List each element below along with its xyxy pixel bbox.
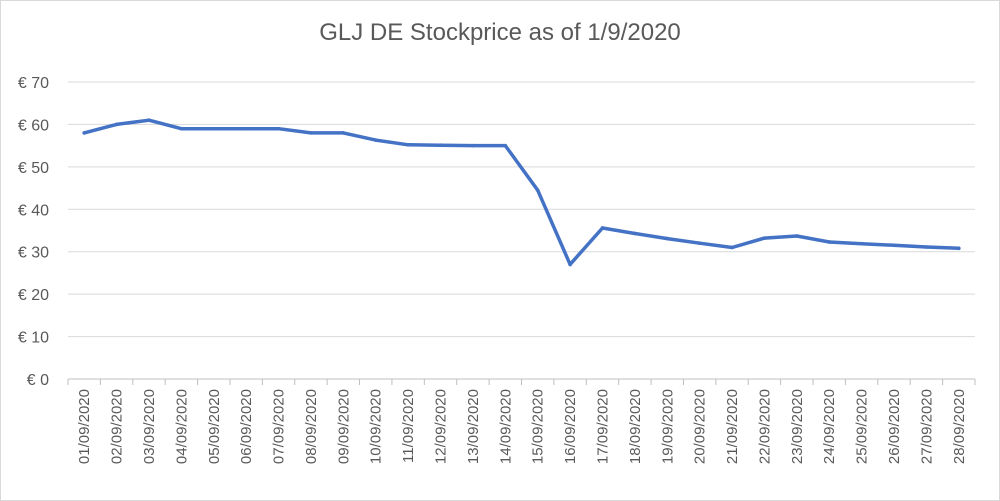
data-point [600, 226, 605, 230]
x-tick-label: 26/09/2020 [886, 389, 903, 464]
data-point [795, 234, 799, 238]
series-layer [82, 118, 961, 267]
x-tick-label: 05/09/2020 [206, 389, 223, 464]
data-point [341, 131, 346, 135]
y-tick-label: € 0 [27, 372, 49, 389]
x-tick-label: 03/09/2020 [141, 389, 158, 464]
data-point [147, 118, 151, 122]
x-tick-label: 19/09/2020 [659, 389, 676, 464]
y-tick-label: € 70 [18, 75, 49, 92]
x-tick-label: 11/09/2020 [400, 389, 417, 463]
x-tick-label: 21/09/2020 [724, 389, 741, 464]
data-point [114, 122, 119, 127]
y-tick-label: € 20 [18, 287, 49, 304]
data-point [568, 262, 572, 267]
data-point [244, 126, 248, 131]
x-tick-label: 20/09/2020 [692, 389, 709, 464]
data-point [827, 240, 832, 244]
x-tick-label: 14/09/2020 [497, 389, 514, 464]
x-tick-label: 17/09/2020 [594, 389, 611, 464]
x-tick-label: 15/09/2020 [530, 389, 547, 464]
x-tick-label: 23/09/2020 [789, 389, 806, 464]
series-line [82, 118, 961, 267]
x-tick-label: 28/09/2020 [951, 389, 968, 464]
x-tick-label: 24/09/2020 [821, 389, 838, 464]
y-axis-tick-labels: € 0 € 10 € 20 € 30 € 40 € 50 € 60 € 70 [18, 75, 49, 389]
data-point [309, 131, 313, 135]
data-point [762, 236, 767, 240]
y-tick-label: € 50 [18, 160, 49, 177]
x-tick-label: 10/09/2020 [368, 389, 385, 464]
y-tick-label: € 40 [18, 202, 49, 219]
chart-title: GLJ DE Stockprice as of 1/9/2020 [319, 19, 681, 46]
x-tick-label: 01/09/2020 [76, 389, 93, 464]
x-tick-label: 25/09/2020 [854, 389, 871, 464]
data-point [179, 126, 184, 131]
x-tick-label: 16/09/2020 [562, 389, 579, 464]
data-point [859, 241, 864, 246]
x-tick-label: 09/09/2020 [335, 389, 352, 464]
data-point [211, 126, 216, 131]
data-point [633, 231, 637, 236]
x-axis-tick-labels: 01/09/2020 02/09/2020 03/09/2020 04/09/2020… [76, 389, 968, 464]
y-tick-label: € 10 [18, 330, 49, 347]
y-tick-label: € 30 [18, 245, 49, 262]
data-point [730, 245, 734, 250]
x-tick-label: 18/09/2020 [627, 389, 644, 464]
x-tick-label: 27/09/2020 [918, 389, 935, 464]
x-tick-label: 04/09/2020 [173, 389, 190, 464]
data-point [892, 243, 896, 248]
data-point [438, 143, 443, 148]
x-tick-label: 07/09/2020 [271, 389, 288, 464]
data-point [535, 188, 540, 192]
data-point [471, 143, 475, 148]
x-tick-label: 13/09/2020 [465, 389, 482, 464]
y-tick-label: € 60 [18, 117, 49, 134]
data-point [957, 246, 961, 251]
data-point [924, 245, 929, 249]
data-point [697, 241, 702, 246]
data-point [373, 138, 378, 142]
x-tick-label: 02/09/2020 [109, 389, 126, 464]
data-point [276, 126, 281, 131]
x-tick-label: 22/09/2020 [756, 389, 773, 464]
data-point [503, 143, 508, 148]
data-point [82, 131, 86, 135]
data-point [406, 142, 410, 147]
x-tick-label: 12/09/2020 [433, 389, 450, 464]
data-point [665, 236, 670, 241]
x-tick-label: 08/09/2020 [303, 389, 320, 464]
x-tick-label: 06/09/2020 [238, 389, 255, 464]
